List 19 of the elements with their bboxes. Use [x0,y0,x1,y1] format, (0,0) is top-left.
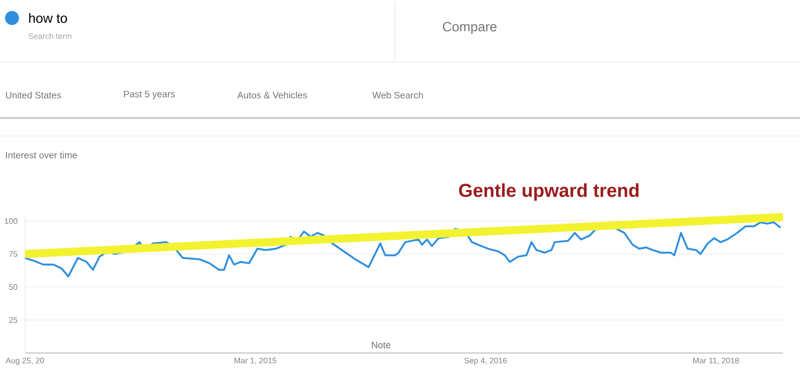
text: Web Search [372,92,423,98]
text: United States [6,92,61,98]
x-tick-label: Mar 1, 2015 [234,358,276,364]
annotation: Note [372,342,390,348]
y-tick-label: 25 [9,317,18,323]
line-series [24,221,782,278]
text: Autos & Vehicles [237,92,307,98]
y-tick-label: 100 [4,218,18,224]
x-tick-label: Sep 4, 2016 [464,358,507,365]
chart-title: Interest over time [6,152,77,158]
text: Search term [28,33,72,39]
x-tick-label: Mar 11, 2018 [693,358,739,364]
legend-label: how to [29,13,67,23]
y-tick-label: 50 [9,284,18,290]
text: Compare [442,22,496,34]
text: Past 5 years [124,90,175,100]
y-tick-label: 75 [9,251,18,257]
text: Gentle upward trend [459,183,639,201]
x-tick-label: Aug 25, 20 [6,358,44,365]
